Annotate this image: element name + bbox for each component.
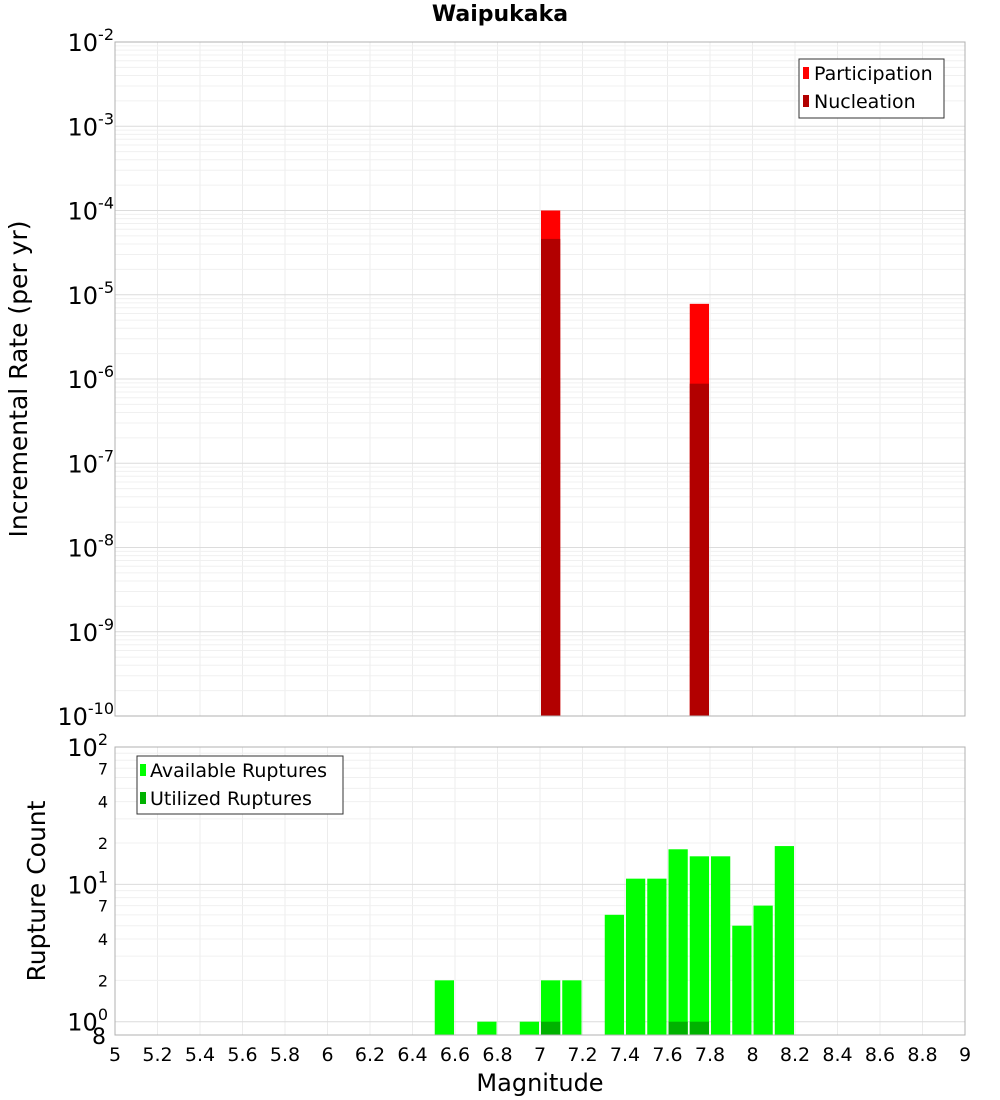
available-ruptures-bar <box>562 980 582 1035</box>
available-ruptures-bar <box>689 856 709 1035</box>
legend-swatch-available <box>140 764 146 776</box>
x-tick-label: 8.8 <box>907 1044 937 1066</box>
y-tick-label: 4 <box>98 793 108 812</box>
available-ruptures-bar <box>626 878 646 1035</box>
y-tick-label: 10-2 <box>68 25 115 57</box>
available-ruptures-bar <box>541 980 561 1035</box>
y-tick-label: 102 <box>67 730 108 762</box>
x-tick-label: 8.2 <box>780 1044 810 1066</box>
utilized-ruptures-bar <box>689 1021 709 1035</box>
y-tick-label: 8 <box>92 1025 106 1050</box>
y-tick-label: 101 <box>67 868 108 900</box>
legend-label-utilized: Utilized Ruptures <box>150 788 312 810</box>
x-tick-label: 5.6 <box>227 1044 257 1066</box>
rate-legend: Participation Nucleation <box>798 58 945 119</box>
legend-label-available: Available Ruptures <box>150 760 327 782</box>
count-legend: Available Ruptures Utilized Ruptures <box>136 755 344 815</box>
legend-swatch-nucleation <box>803 95 809 107</box>
legend-label-nucleation: Nucleation <box>814 91 916 113</box>
legend-swatch-participation <box>803 67 809 79</box>
count-y-axis-label: Rupture Count <box>22 800 51 981</box>
x-tick-label: 6 <box>321 1044 333 1066</box>
utilized-ruptures-bar <box>668 1021 688 1035</box>
x-tick-label: 7.8 <box>695 1044 725 1066</box>
x-tick-label: 8.6 <box>865 1044 895 1066</box>
y-tick-label: 100 <box>67 1005 108 1037</box>
y-tick-label: 7 <box>98 759 108 778</box>
x-tick-label: 7 <box>534 1044 546 1066</box>
y-tick-label: 4 <box>98 930 108 949</box>
available-ruptures-bar <box>519 1021 539 1035</box>
count-plot-frame <box>114 746 966 1036</box>
available-ruptures-bar <box>711 856 731 1035</box>
available-ruptures-bar <box>604 914 624 1035</box>
available-ruptures-bar <box>434 980 454 1035</box>
x-tick-label: 7.6 <box>652 1044 682 1066</box>
x-tick-label: 5 <box>109 1044 121 1066</box>
x-tick-label: 6.4 <box>397 1044 427 1066</box>
y-tick-label: 10-5 <box>68 278 115 310</box>
x-tick-label: 8 <box>746 1044 758 1066</box>
available-ruptures-bar <box>668 849 688 1035</box>
x-tick-label: 7.2 <box>567 1044 597 1066</box>
available-ruptures-bar <box>774 846 794 1035</box>
y-tick-label: 10-8 <box>68 531 115 563</box>
rate-plot-frame <box>114 41 966 717</box>
chart-title: Waipukaka <box>431 2 569 27</box>
available-ruptures-bar <box>647 878 667 1035</box>
available-ruptures-bar <box>753 905 773 1035</box>
x-tick-label: 6.6 <box>440 1044 470 1066</box>
available-ruptures-bar <box>477 1021 497 1035</box>
x-axis-label: Magnitude <box>476 1069 603 1097</box>
utilized-ruptures-bar <box>541 1021 561 1035</box>
x-tick-label: 8.4 <box>822 1044 852 1066</box>
rate-y-axis-label: Incremental Rate (per yr) <box>4 221 33 538</box>
x-tick-label: 5.8 <box>270 1044 300 1066</box>
y-tick-label: 10-7 <box>68 446 115 478</box>
y-tick-label: 10-3 <box>68 109 115 141</box>
y-tick-label: 2 <box>98 834 108 853</box>
nucleation-bar <box>689 383 709 716</box>
legend-swatch-utilized <box>140 792 146 804</box>
x-tick-label: 6.8 <box>482 1044 512 1066</box>
x-tick-label: 5.2 <box>142 1044 172 1066</box>
x-tick-label: 5.4 <box>185 1044 215 1066</box>
y-tick-label: 10-10 <box>57 699 114 731</box>
legend-label-participation: Participation <box>814 63 933 85</box>
available-ruptures-bar <box>732 925 752 1035</box>
y-tick-label: 10-9 <box>68 615 115 647</box>
nucleation-bar <box>541 238 561 716</box>
y-tick-label: 10-4 <box>68 194 115 226</box>
x-tick-label: 7.4 <box>610 1044 640 1066</box>
y-tick-label: 10-6 <box>68 362 115 394</box>
x-tick-label: 6.2 <box>355 1044 385 1066</box>
x-tick-label: 9 <box>959 1044 971 1066</box>
y-tick-label: 7 <box>98 897 108 916</box>
y-tick-label: 2 <box>98 971 108 990</box>
